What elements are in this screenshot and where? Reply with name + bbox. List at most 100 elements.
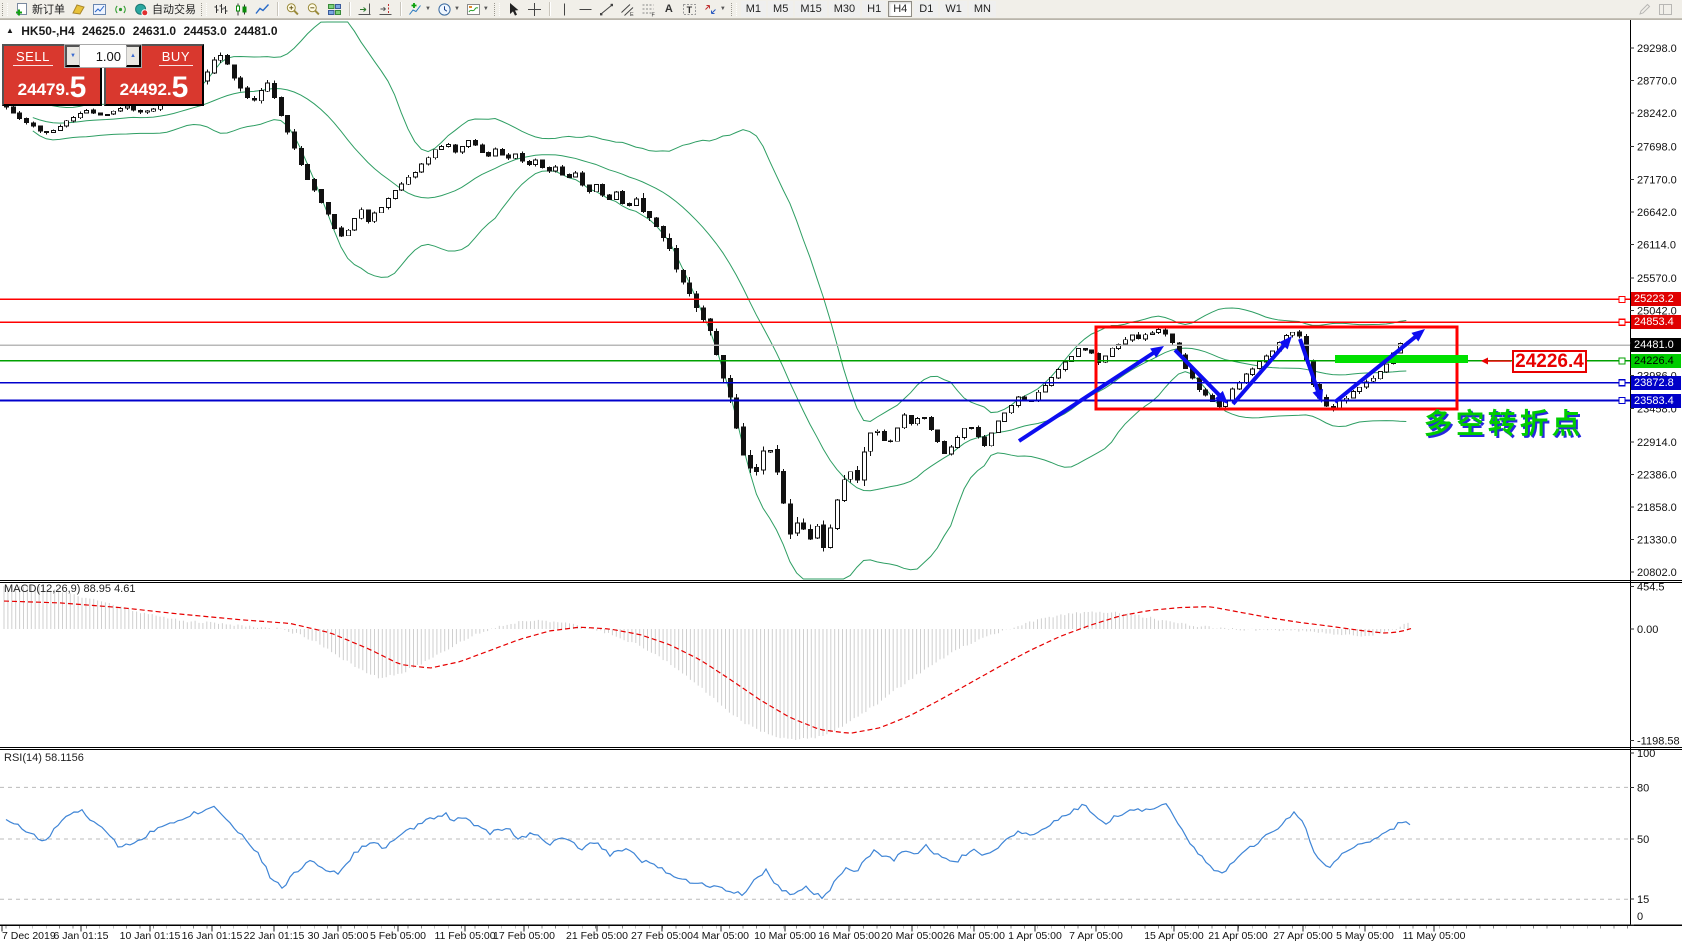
axes: 29298.0 28770.0 28242.0 27698.0 27170.0 26642…	[0, 19, 1682, 942]
rsi-line	[5, 803, 1411, 900]
volume-increase-button[interactable]: ▲	[126, 45, 141, 67]
timeframe-m1[interactable]: M1	[740, 1, 767, 17]
svg-text:28770.0: 28770.0	[1637, 76, 1677, 88]
volume-value[interactable]: 1.00	[95, 48, 121, 64]
price-badge: 23583.4	[1631, 393, 1681, 408]
bar-chart-button[interactable]	[211, 1, 230, 18]
chart-shift-button[interactable]	[376, 1, 395, 18]
timeframe-m15[interactable]: M15	[795, 1, 827, 17]
chevron-down-icon: ▼	[453, 6, 460, 12]
zoom-out-button[interactable]	[304, 1, 323, 18]
volume-stepper: ▼ 1.00 ▲	[64, 44, 142, 68]
timeframe-h4[interactable]: H4	[888, 1, 913, 17]
new-order-button[interactable]: 新订单	[12, 1, 67, 18]
timeframe-m5[interactable]: M5	[768, 1, 794, 17]
crosshair-button[interactable]	[525, 1, 544, 18]
svg-text:21330.0: 21330.0	[1637, 535, 1677, 547]
svg-text:11 Feb 05:00: 11 Feb 05:00	[434, 930, 495, 942]
arrows-tool-icon	[703, 2, 718, 17]
zoom-out-icon	[306, 2, 321, 17]
candlestick-chart-button[interactable]	[232, 1, 251, 18]
line-chart-button[interactable]	[253, 1, 272, 18]
svg-text:30 Jan 05:00: 30 Jan 05:00	[308, 930, 369, 942]
vertical-line-icon	[557, 2, 572, 17]
macd-values: 88.95 4.61	[83, 583, 136, 595]
buy-label: BUY	[158, 49, 193, 66]
svg-text:21858.0: 21858.0	[1637, 502, 1677, 514]
toolbar-separator	[277, 2, 278, 16]
vertical-line-tool[interactable]	[555, 1, 574, 18]
svg-text:26642.0: 26642.0	[1637, 207, 1677, 219]
trend-rectangle	[1094, 325, 1459, 411]
trend-arrow	[1298, 338, 1322, 397]
svg-text:6 Jan 01:15: 6 Jan 01:15	[54, 930, 109, 942]
symbol-period-label: HK50-,H4	[21, 24, 75, 38]
volume-decrease-button[interactable]: ▼	[65, 45, 80, 67]
ohlc-open: 24625.0	[81, 24, 126, 38]
svg-text:10 Mar 05:00: 10 Mar 05:00	[754, 930, 816, 942]
trend-arrow	[1017, 348, 1159, 443]
svg-text:1 Apr 05:00: 1 Apr 05:00	[1008, 930, 1062, 942]
ohlc-low: 24453.0	[183, 24, 227, 38]
toolbar-grip[interactable]	[201, 2, 207, 16]
toolbar-grip[interactable]	[493, 2, 500, 16]
signals-button[interactable]	[111, 1, 130, 18]
sell-price: 24479.	[17, 80, 70, 99]
templates-button[interactable]: ▼	[464, 1, 491, 18]
cursor-button[interactable]	[504, 1, 523, 18]
pencil-icon	[1637, 2, 1652, 17]
svg-text:100: 100	[1637, 748, 1655, 760]
fibonacci-tool[interactable]: F	[639, 1, 658, 18]
timeframe-d1[interactable]: D1	[914, 1, 939, 17]
ohlc-high: 24631.0	[132, 24, 177, 38]
auto-trading-button[interactable]: 自动交易	[132, 1, 198, 18]
timeframe-h1[interactable]: H1	[862, 1, 887, 17]
trendline-tool[interactable]	[597, 1, 616, 18]
toolbar-separator	[400, 2, 401, 16]
market-watch-button[interactable]	[90, 1, 109, 18]
svg-text:10 Jan 01:15: 10 Jan 01:15	[120, 930, 181, 942]
annotation-note: 多空转折点	[1424, 408, 1585, 439]
profile-button[interactable]	[69, 1, 88, 18]
support-highlight-bar	[1335, 355, 1468, 363]
svg-text:5 Feb 05:00: 5 Feb 05:00	[370, 930, 426, 942]
tile-windows-button[interactable]	[325, 1, 344, 18]
panel-toggle-button[interactable]	[1656, 1, 1675, 18]
svg-text:28242.0: 28242.0	[1637, 108, 1677, 120]
timeframe-w1[interactable]: W1	[940, 1, 967, 17]
candles	[4, 52, 1409, 552]
svg-text:T: T	[686, 4, 692, 14]
sell-price-pip: 5	[69, 71, 87, 104]
channel-tool[interactable]: E	[618, 1, 637, 18]
indicators-button[interactable]: ▼	[406, 1, 433, 18]
crosshair-icon	[527, 2, 542, 17]
svg-text:4 Mar 05:00: 4 Mar 05:00	[693, 930, 749, 942]
zoom-in-button[interactable]	[283, 1, 302, 18]
edit-button[interactable]	[1635, 1, 1654, 18]
label-tool[interactable]: T	[680, 1, 699, 18]
price-badge: 25223.2	[1631, 292, 1681, 307]
svg-text:5 May 05:00: 5 May 05:00	[1336, 930, 1394, 942]
arrows-tool[interactable]: ▼	[701, 1, 728, 18]
text-tool[interactable]: A	[660, 1, 678, 18]
chevron-down-icon: ▼	[719, 6, 726, 12]
toolbar-grip[interactable]	[730, 2, 737, 16]
price-badge: 23872.8	[1631, 375, 1681, 390]
svg-text:26114.0: 26114.0	[1637, 239, 1676, 251]
svg-text:15: 15	[1637, 894, 1649, 906]
toolbar-grip[interactable]	[2, 2, 8, 16]
trend-arrow	[1333, 332, 1421, 404]
collapse-panel-icon[interactable]: ▲	[6, 26, 14, 35]
rsi-label: RSI(14)	[4, 752, 42, 764]
price-level-callout[interactable]: 24226.4	[1512, 350, 1587, 373]
bollinger-bands	[32, 21, 1407, 580]
timeframe-mn[interactable]: MN	[968, 1, 996, 17]
horizontal-line-tool[interactable]	[576, 1, 595, 18]
svg-text:80: 80	[1637, 782, 1649, 794]
line-chart-icon	[255, 2, 270, 17]
auto-scroll-button[interactable]	[355, 1, 374, 18]
periods-button[interactable]: ▼	[435, 1, 462, 18]
cursor-icon	[506, 2, 521, 17]
timeframe-m30[interactable]: M30	[828, 1, 861, 17]
